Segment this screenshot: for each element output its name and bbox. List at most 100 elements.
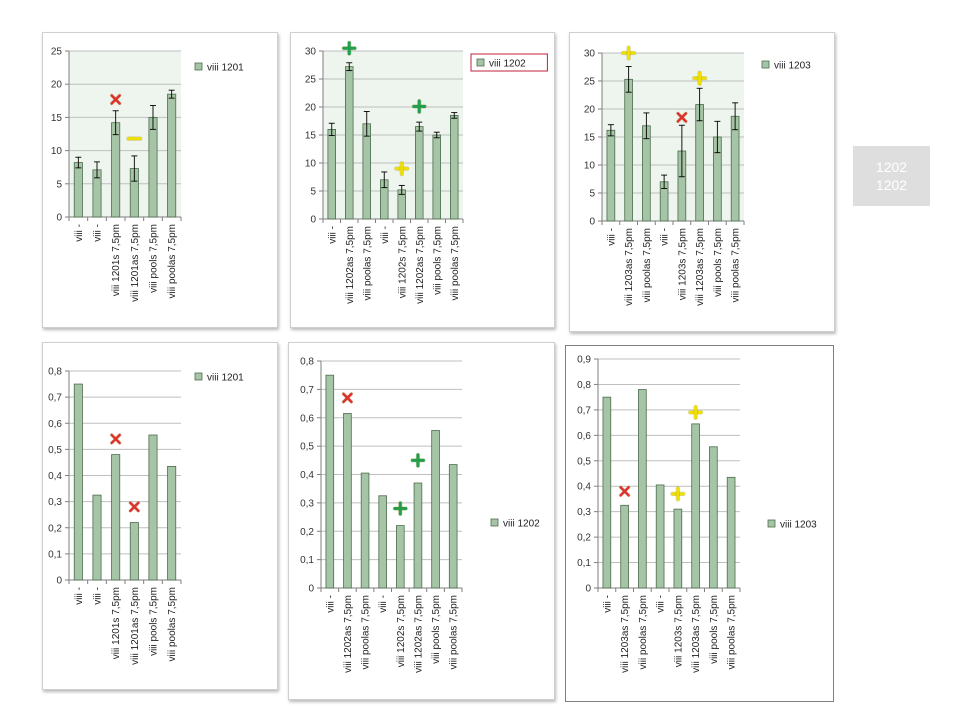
chart-4: 0 0,1 0,2 0,3 0,4 0,5 0,6 0,7 0,8 viii - viii - vii… [48, 367, 244, 665]
bar [167, 93, 177, 218]
legend-swatch [194, 372, 203, 381]
bar [726, 476, 736, 589]
bar [695, 104, 704, 222]
y-tick-label: 0,8 [48, 367, 62, 378]
error-bar [398, 184, 405, 195]
legend-swatch [476, 58, 485, 67]
error-bar [678, 124, 685, 178]
x-tick-label: viii - [660, 228, 671, 246]
bar [602, 396, 612, 589]
y-tick-label: 0 [589, 217, 595, 228]
error-bar [732, 102, 739, 131]
bar [129, 522, 139, 581]
bar [167, 465, 177, 581]
bar [92, 494, 102, 581]
x-tick-label: viii poolas 7,5pm [449, 595, 460, 669]
error-bar [346, 62, 353, 72]
y-tick-label: 0,4 [48, 471, 62, 482]
x-tick-label: viii pools 7,5pm [149, 224, 160, 293]
y-tick-label: 0 [308, 584, 314, 595]
error-bar [75, 156, 82, 169]
y-tick-label: 25 [51, 47, 63, 58]
bar [638, 389, 647, 589]
bar [73, 162, 83, 218]
error-bar [416, 121, 423, 132]
plot-area [69, 51, 181, 217]
bar [413, 482, 423, 589]
error-bar [643, 112, 650, 140]
error-bar [714, 120, 721, 154]
bar [325, 374, 335, 589]
y-tick-label: 0 [310, 215, 316, 226]
x-marker [128, 501, 141, 513]
legend: viii 1203 [767, 519, 817, 531]
y-tick-label: 0,5 [577, 456, 591, 467]
legend-label: viii 1202 [489, 59, 526, 70]
error-bar [661, 174, 668, 189]
chart-5: 0 0,1 0,2 0,3 0,4 0,5 0,6 0,7 0,8 viii - viii 1202… [300, 357, 540, 673]
bar [327, 129, 337, 220]
y-tick-label: 0,6 [300, 413, 314, 424]
chart-6: 0 0,1 0,2 0,3 0,4 0,5 0,6 0,7 0,8 0,9 viii - viii 1… [577, 355, 817, 673]
x-marker [109, 93, 122, 106]
bar [396, 525, 405, 589]
y-tick-label: 0,2 [48, 523, 62, 534]
plus-marker [670, 486, 686, 502]
x-tick-label: viii - [93, 587, 104, 605]
x-tick-label: viii - [602, 595, 613, 613]
chart-panel-1: 0 5 10 15 20 25 viii - viii - viii 1201s 7,5pm vi… [42, 32, 278, 328]
x-tick-label: viii poolas 7,5pm [731, 228, 742, 302]
y-tick-label: 30 [584, 49, 596, 60]
x-tick-label: viii - [74, 587, 85, 605]
y-tick-label: 0,7 [577, 405, 591, 416]
x-tick-label: viii 1203as 7,5pm [620, 595, 631, 673]
plus-marker [410, 452, 426, 468]
chart-3: 0 5 10 15 20 25 30 viii - viii 1203as 7,5pm viii … [584, 45, 811, 306]
note-line-2: 1202 [875, 177, 908, 193]
note-line-1: 1202 [875, 159, 908, 175]
bar [448, 464, 458, 589]
x-tick-label: viii 1203as 7,5pm [624, 228, 635, 306]
bar [691, 423, 700, 589]
chart-panel-3: 0 5 10 15 20 25 30 viii - viii 1203as 7,5pm viii … [569, 32, 835, 332]
error-bar [451, 112, 458, 119]
legend-swatch [761, 60, 770, 69]
bar [148, 434, 158, 581]
bar [624, 78, 633, 222]
chart-panel-5: 0 0,1 0,2 0,3 0,4 0,5 0,6 0,7 0,8 viii - viii 1202… [288, 342, 555, 700]
x-tick-label: viii - [327, 226, 338, 244]
y-tick-label: 0,9 [577, 355, 591, 366]
error-bar [696, 87, 703, 122]
y-tick-label: 20 [584, 105, 596, 116]
bar [360, 472, 370, 589]
x-tick-label: viii poolas 7,5pm [167, 587, 178, 661]
error-bar [94, 161, 100, 179]
bar [378, 495, 387, 589]
x-tick-label: viii - [325, 595, 336, 613]
bar [345, 66, 354, 220]
legend: viii 1202 [490, 519, 540, 530]
legend-swatch [767, 519, 776, 528]
x-tick-label: viii pools 7,5pm [713, 228, 724, 297]
x-tick-label: viii poolas 7,5pm [642, 228, 653, 302]
chart-2: 0 5 10 15 20 25 30 viii - viii 1202as 7,5pm viii … [305, 40, 548, 304]
x-tick-label: viii - [656, 595, 667, 613]
x-tick-label: viii poolas 7,5pm [361, 595, 372, 669]
x-tick-label: viii 1202as 7,5pm [413, 595, 424, 673]
x-tick-label: viii 1201s 7,5pm [111, 224, 122, 296]
bar [73, 383, 83, 581]
x-tick-label: viii 1203as 7,5pm [691, 595, 702, 673]
error-bar [168, 89, 175, 99]
y-tick-label: 0,6 [48, 419, 62, 430]
y-tick-label: 15 [305, 131, 317, 142]
y-tick-label: 0,5 [48, 445, 62, 456]
plus-marker [411, 98, 427, 115]
y-tick-label: 0,7 [48, 393, 62, 404]
bar [620, 504, 629, 589]
y-tick-label: 10 [305, 159, 317, 170]
y-tick-label: 0,4 [300, 470, 314, 481]
y-tick-label: 5 [589, 189, 595, 200]
x-marker [109, 433, 122, 445]
bar [431, 430, 440, 589]
legend-box [470, 53, 548, 72]
